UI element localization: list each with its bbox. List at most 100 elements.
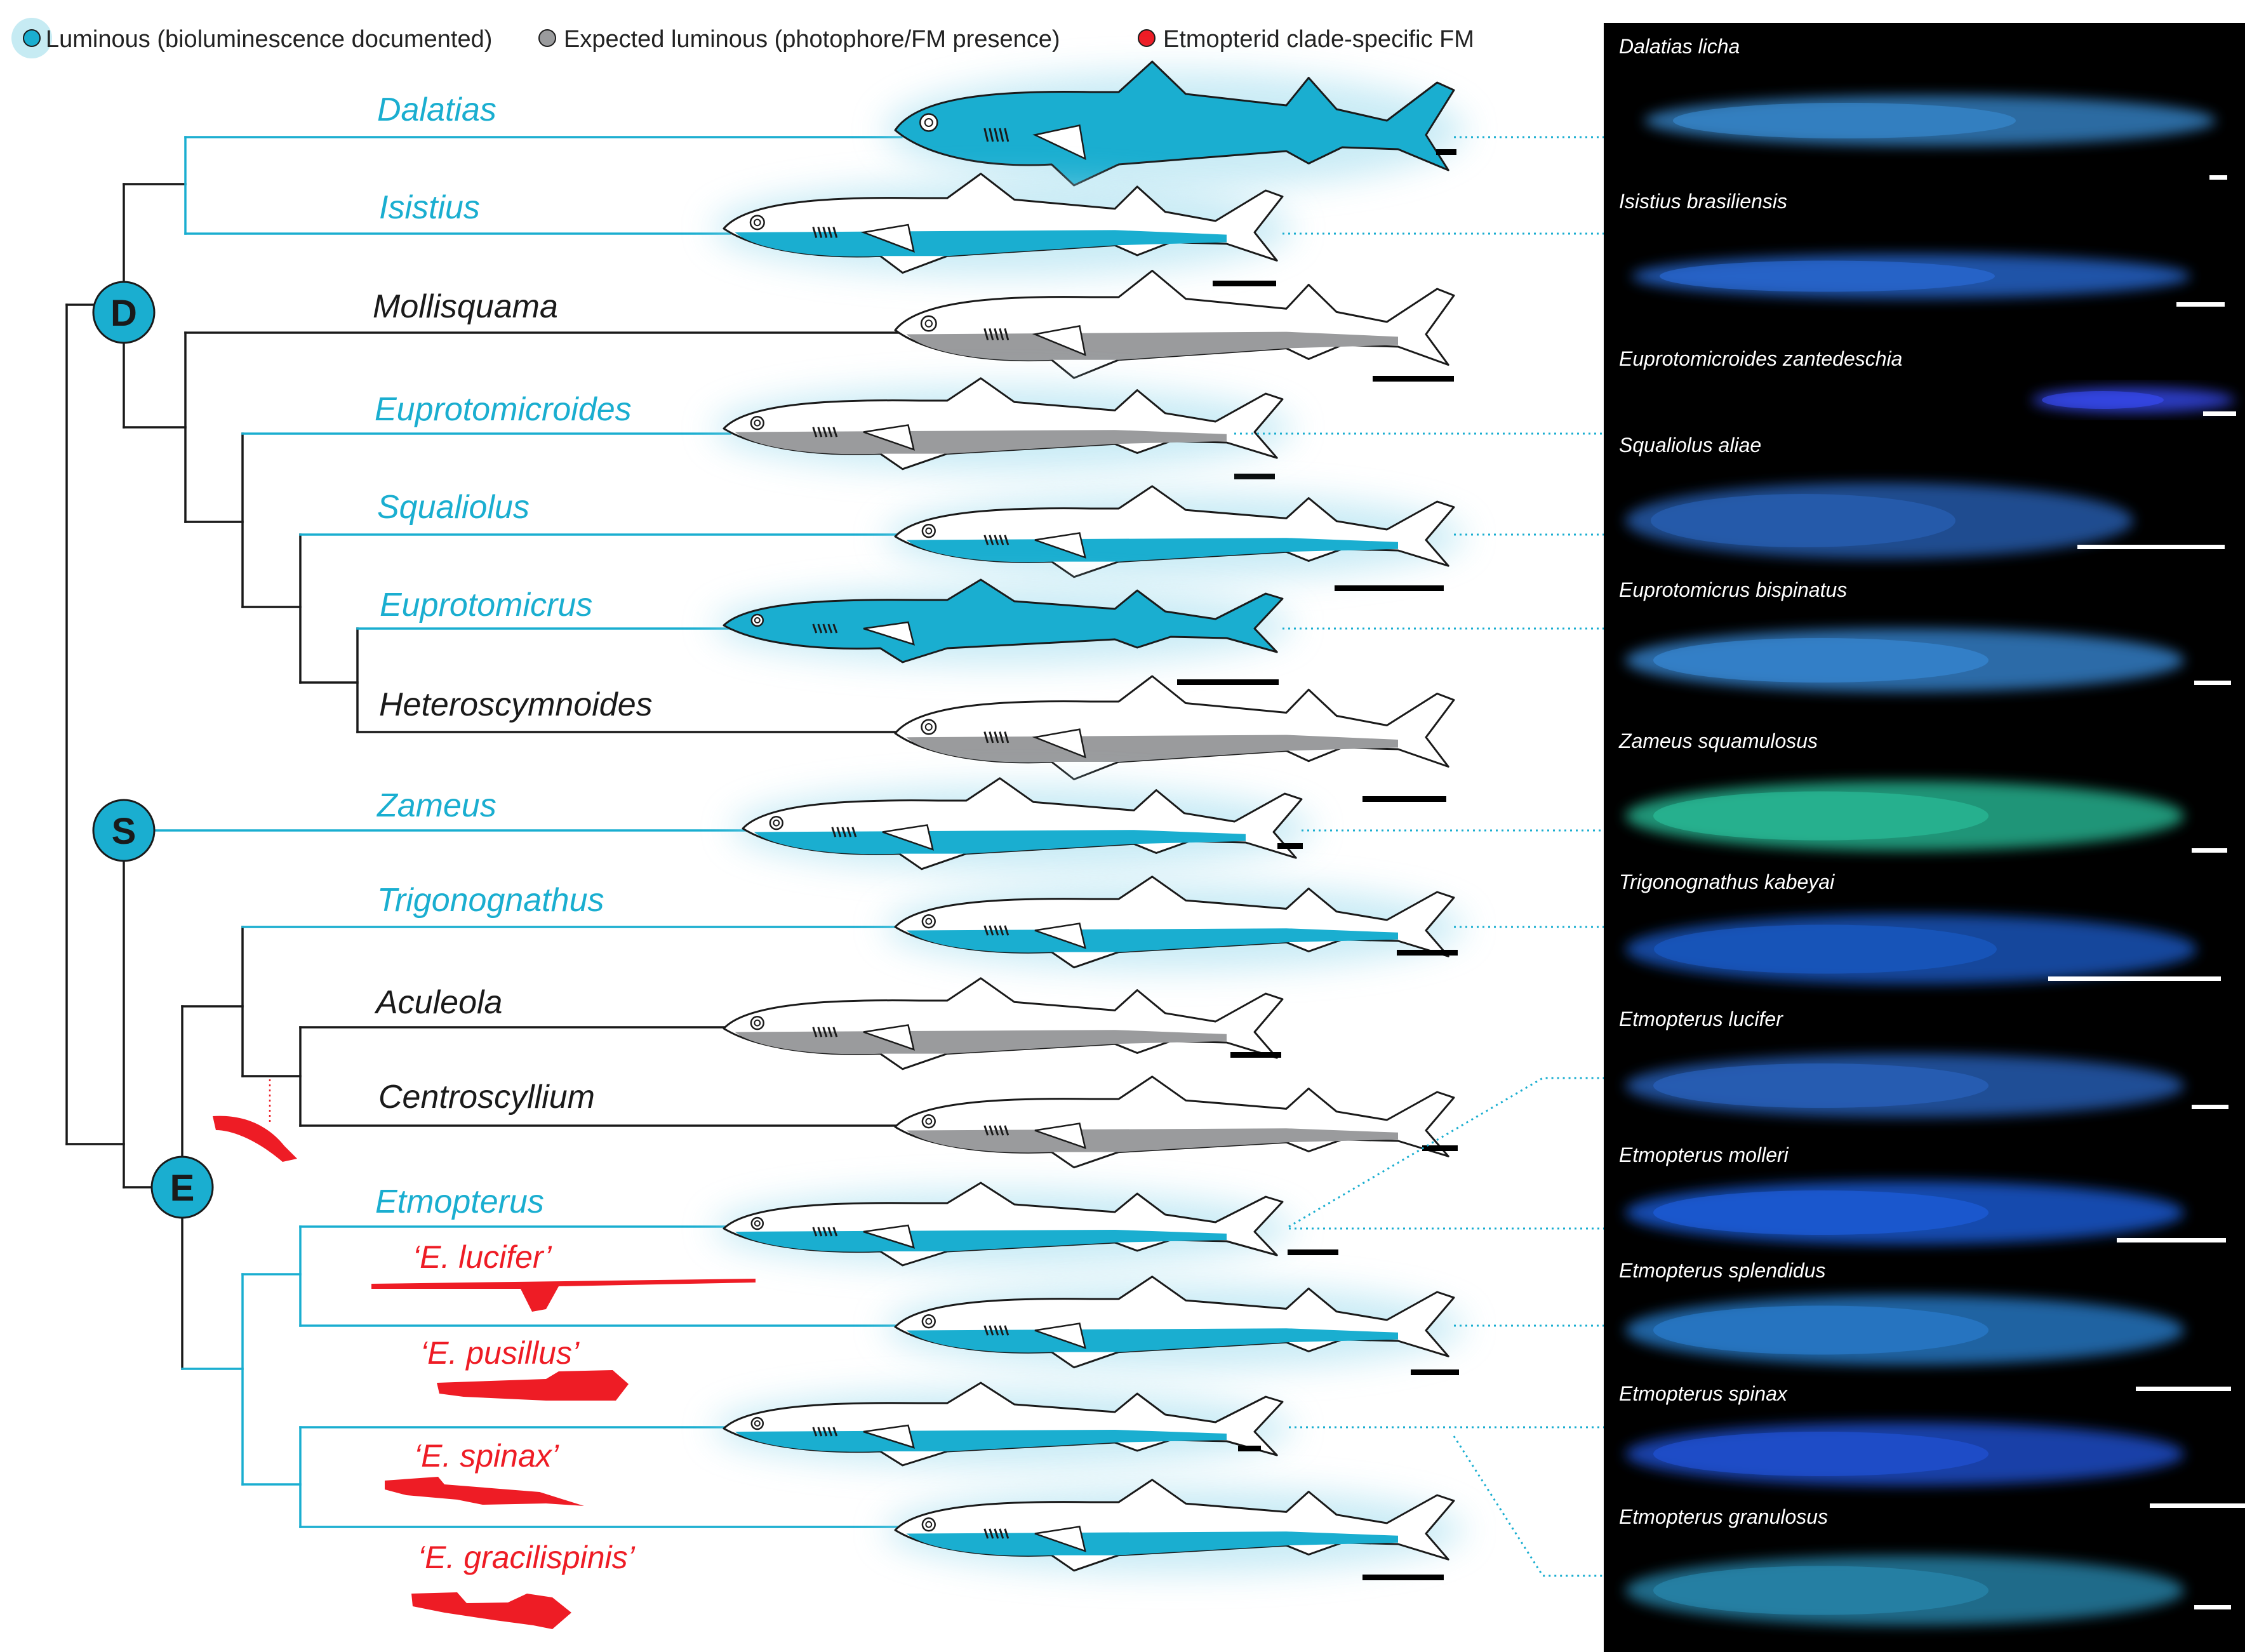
taxon-labels: Dalatias Isistius Mollisquama Euprotomic… (373, 91, 653, 1220)
shark-gill (1004, 535, 1009, 545)
shark-gill (1004, 1528, 1009, 1539)
shark-gill (999, 925, 1004, 936)
photo-scale-bar (2209, 175, 2227, 180)
photo-specimen-core (2042, 391, 2164, 409)
shark-gill (983, 1325, 989, 1336)
photo-scale-bar (2150, 1503, 2245, 1508)
shark-ventral (906, 1531, 1398, 1556)
photo-specimen-core (1653, 1063, 1989, 1108)
shark-pupil (925, 917, 933, 925)
shark-gill (1004, 128, 1009, 142)
shark-drawing (712, 173, 1294, 286)
shark-body (723, 578, 1284, 663)
shark-gill (989, 731, 994, 743)
shark-gill (822, 427, 828, 437)
shark-ventral (906, 538, 1398, 563)
tree-nodes: D S E (92, 281, 214, 1219)
shark-body (723, 977, 1284, 1070)
shark-gill (1004, 1325, 1009, 1336)
shark-gill (999, 535, 1004, 545)
legend-fm-label: Etmopterid clade-specific FM (1163, 26, 1474, 53)
scale-bar (1436, 149, 1456, 155)
photo-specimen-core (1651, 494, 1955, 547)
shark-pupil (773, 819, 780, 827)
shark-gill (822, 1027, 828, 1037)
shark-pupil (924, 118, 933, 127)
shark-gill (812, 623, 818, 634)
photo-scale-bar (2176, 302, 2225, 307)
shark-gill (999, 1528, 1004, 1539)
shark-gill (994, 1125, 999, 1136)
photo-list: Dalatias licha Isistius brasiliensis Eupro… (1618, 35, 2245, 1625)
shark-gill (832, 623, 838, 634)
shark-body (894, 269, 1455, 379)
shark-gill (812, 1427, 818, 1437)
shark-drawing (894, 1076, 1458, 1169)
shark-gill (994, 128, 999, 142)
shark-pectoral-fin (863, 424, 915, 451)
shark-gill (989, 128, 994, 142)
taxon-label: Zameus (376, 787, 496, 824)
fm-label-lucifer: ‘E. lucifer’ (413, 1239, 552, 1275)
fm-label-pusillus: ‘E. pusillus’ (420, 1335, 580, 1371)
shark-pectoral-fin (882, 824, 934, 851)
scale-bar (1422, 1145, 1458, 1151)
shark-gill (812, 1227, 818, 1237)
photo-label: Etmopterus splendidus (1619, 1259, 1826, 1282)
shark-drawing (712, 1382, 1294, 1468)
shark-gill (827, 623, 833, 634)
taxon-label: Isistius (379, 189, 480, 226)
grey-dot-icon (538, 29, 556, 47)
shark-gill (822, 623, 828, 634)
fm-shape-gracilispinis (411, 1592, 571, 1629)
fm-shape-pusillus (437, 1370, 629, 1401)
shark-gill (812, 227, 818, 238)
shark-gill (832, 427, 838, 437)
legend: Luminous (bioluminescence documented) Ex… (11, 18, 1474, 58)
shark-gill (817, 1427, 823, 1437)
shark-gill (817, 1227, 823, 1237)
blue-dot-icon (23, 29, 41, 47)
shark-pectoral-fin (863, 1224, 915, 1249)
shark-drawing (712, 1182, 1338, 1268)
photo-label: Etmopterus molleri (1619, 1143, 1789, 1166)
photo-item: Trigonognathus kabeyai (1619, 870, 2221, 984)
photo-label: Euprotomicrus bispinatus (1619, 578, 1847, 601)
photo-scale-bar (2192, 848, 2227, 853)
legend-luminous-label: Luminous (bioluminescence documented) (46, 26, 492, 53)
photo-item: Etmopterus lucifer (1619, 1008, 2228, 1117)
photo-label: Etmopterus lucifer (1619, 1008, 1783, 1030)
fm-label-spinax: ‘E. spinax’ (414, 1438, 559, 1474)
photo-item: Euprotomicroides zantedeschia (1619, 347, 2236, 416)
photo-scale-bar (2048, 976, 2221, 981)
shark-drawing (723, 977, 1284, 1070)
photo-label: Etmopterus spinax (1619, 1382, 1788, 1405)
red-dot-icon (1138, 29, 1156, 47)
shark-pectoral-fin (863, 621, 915, 646)
scale-bar (1288, 1249, 1338, 1255)
shark-ventral (735, 230, 1227, 256)
taxon-label: Squaliolus (377, 489, 530, 526)
shark-body (894, 1076, 1455, 1169)
photo-label: Isistius brasiliensis (1619, 190, 1787, 213)
scale-bar (1277, 843, 1303, 849)
shark-pectoral-fin (860, 223, 915, 253)
shark-gill (817, 623, 823, 634)
photo-label: Zameus squamulosus (1618, 729, 1818, 752)
photo-item: Isistius brasiliensis (1619, 190, 2225, 307)
shark-gill (983, 535, 989, 545)
shark-pupil (754, 1420, 761, 1427)
shark-gill (983, 1528, 989, 1539)
shark-gill (846, 827, 852, 837)
shark-gill (817, 427, 823, 437)
shark-gill (999, 731, 1004, 743)
photo-scale-bar (2117, 1238, 2226, 1242)
shark-gill (1004, 328, 1009, 340)
shark-gill (1004, 925, 1009, 936)
fm-origin-shape (213, 1116, 297, 1162)
shark-gill (983, 925, 989, 936)
shark-gill (812, 427, 818, 437)
shark-drawing (731, 777, 1313, 872)
shark-gill (817, 227, 823, 238)
